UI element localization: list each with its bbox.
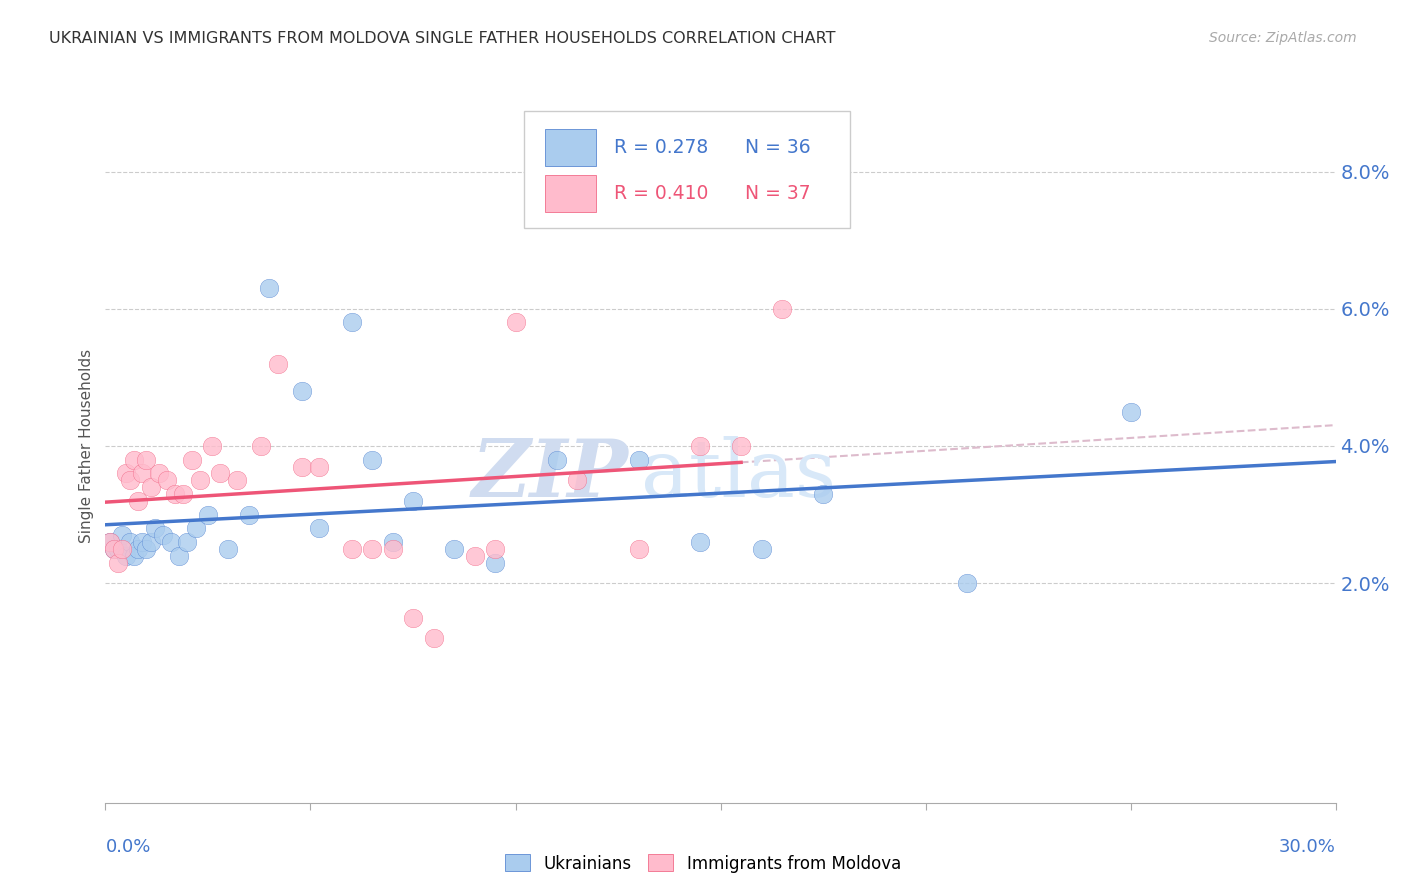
Point: [627, 452, 650, 467]
Point: [197, 508, 219, 522]
Point: [131, 467, 153, 481]
Point: [98, 535, 121, 549]
Text: 0.0%: 0.0%: [105, 838, 150, 856]
Text: 30.0%: 30.0%: [1279, 838, 1336, 856]
Point: [250, 439, 273, 453]
Point: [139, 480, 162, 494]
Point: [135, 452, 157, 467]
Point: [565, 473, 588, 487]
Point: [259, 281, 281, 295]
Point: [770, 301, 793, 316]
Point: [956, 576, 979, 591]
Text: N = 36: N = 36: [745, 138, 811, 157]
Point: [103, 541, 125, 556]
Point: [381, 541, 404, 556]
Point: [627, 541, 650, 556]
Point: [184, 521, 207, 535]
Bar: [544, 129, 596, 166]
Point: [422, 631, 444, 645]
Point: [169, 549, 191, 563]
Legend: Ukrainians, Immigrants from Moldova: Ukrainians, Immigrants from Moldova: [499, 847, 907, 880]
Point: [156, 473, 179, 487]
Point: [122, 452, 145, 467]
Point: [402, 610, 425, 624]
Point: [131, 535, 153, 549]
Point: [361, 541, 384, 556]
Text: ZIP: ZIP: [471, 436, 628, 513]
Point: [176, 535, 198, 549]
Point: [98, 535, 121, 549]
Point: [160, 535, 183, 549]
Point: [1119, 405, 1142, 419]
Point: [111, 541, 134, 556]
Point: [103, 541, 125, 556]
Point: [201, 439, 224, 453]
Text: N = 37: N = 37: [745, 184, 811, 202]
Point: [180, 452, 202, 467]
Point: [172, 487, 194, 501]
Point: [120, 473, 141, 487]
Point: [291, 384, 314, 398]
Text: Source: ZipAtlas.com: Source: ZipAtlas.com: [1209, 31, 1357, 45]
Point: [107, 556, 129, 570]
Point: [689, 535, 711, 549]
Point: [115, 467, 138, 481]
Point: [148, 467, 170, 481]
Point: [111, 528, 134, 542]
Point: [120, 535, 141, 549]
Point: [152, 528, 174, 542]
Point: [361, 452, 384, 467]
Point: [122, 549, 145, 563]
Point: [135, 541, 157, 556]
FancyBboxPatch shape: [524, 111, 849, 228]
Point: [165, 487, 187, 501]
Point: [188, 473, 211, 487]
Point: [225, 473, 247, 487]
Point: [730, 439, 752, 453]
Point: [340, 541, 363, 556]
Bar: [544, 175, 596, 212]
Point: [143, 521, 166, 535]
Point: [209, 467, 232, 481]
Point: [484, 541, 506, 556]
Point: [402, 494, 425, 508]
Point: [127, 541, 149, 556]
Text: R = 0.278: R = 0.278: [613, 138, 707, 157]
Point: [308, 521, 330, 535]
Point: [340, 316, 363, 330]
Point: [139, 535, 162, 549]
Point: [115, 549, 138, 563]
Point: [811, 487, 834, 501]
Point: [291, 459, 314, 474]
Point: [308, 459, 330, 474]
Point: [238, 508, 260, 522]
Point: [267, 357, 290, 371]
Point: [464, 549, 486, 563]
Point: [127, 494, 149, 508]
Text: atlas: atlas: [641, 435, 835, 514]
Text: R = 0.410: R = 0.410: [613, 184, 707, 202]
Point: [751, 541, 773, 556]
Point: [505, 316, 527, 330]
Point: [546, 452, 568, 467]
Point: [443, 541, 465, 556]
Text: UKRAINIAN VS IMMIGRANTS FROM MOLDOVA SINGLE FATHER HOUSEHOLDS CORRELATION CHART: UKRAINIAN VS IMMIGRANTS FROM MOLDOVA SIN…: [49, 31, 835, 46]
Y-axis label: Single Father Households: Single Father Households: [79, 349, 94, 543]
Point: [381, 535, 404, 549]
Point: [689, 439, 711, 453]
Point: [484, 556, 506, 570]
Point: [107, 541, 129, 556]
Point: [218, 541, 240, 556]
